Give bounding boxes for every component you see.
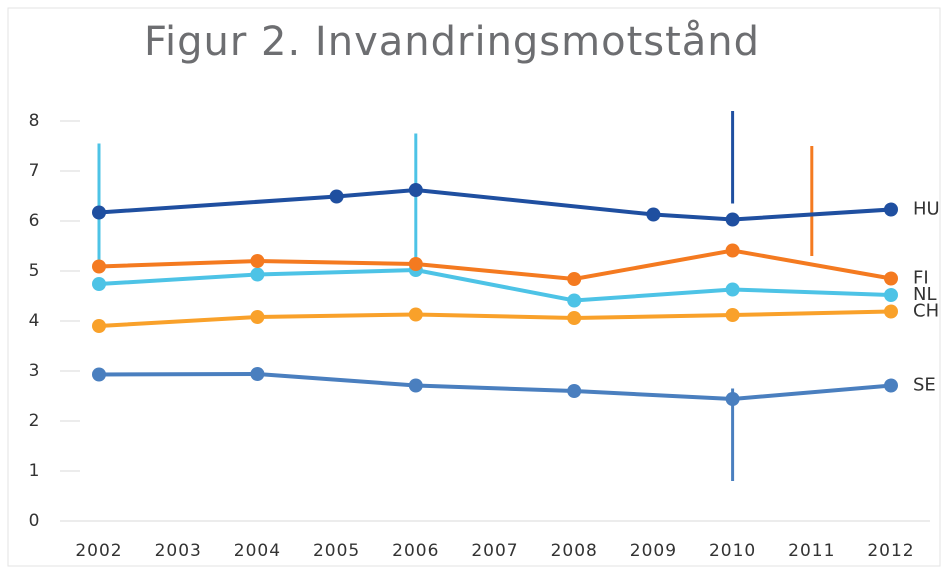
point xyxy=(408,257,423,271)
point xyxy=(408,378,423,393)
x-tick-label: 2002 xyxy=(75,541,122,561)
point xyxy=(250,310,265,324)
x-tick-label: 2008 xyxy=(551,541,598,561)
y-tick-label: 4 xyxy=(29,311,40,331)
series-label: HU xyxy=(913,199,940,220)
y-tick-label: 7 xyxy=(29,161,40,181)
series-line xyxy=(98,371,892,402)
point xyxy=(884,304,898,319)
point xyxy=(567,384,582,398)
series-line xyxy=(98,309,892,328)
x-tick-label: 2006 xyxy=(392,541,439,561)
y-tick-label: 5 xyxy=(29,261,40,281)
y-tick-label: 8 xyxy=(29,111,40,131)
x-tick-label: 2009 xyxy=(630,541,677,561)
point xyxy=(884,271,898,286)
point xyxy=(408,183,423,197)
series-line xyxy=(98,187,892,222)
point xyxy=(725,282,740,297)
y-tick-label: 2 xyxy=(29,411,40,431)
x-tick-label: 2004 xyxy=(234,541,281,561)
point xyxy=(725,212,740,227)
point xyxy=(250,254,265,268)
point xyxy=(92,277,106,291)
x-tick-label: 2010 xyxy=(709,541,756,561)
y-tick-label: 6 xyxy=(29,211,40,231)
series-label: CH xyxy=(913,301,939,322)
x-tick-label: 2005 xyxy=(313,541,360,561)
point xyxy=(567,272,582,286)
point xyxy=(725,243,740,258)
x-tick-label: 2012 xyxy=(867,541,914,561)
point xyxy=(884,202,898,217)
point xyxy=(567,293,582,308)
series-line xyxy=(98,248,892,282)
series-label: NL xyxy=(913,284,937,305)
point xyxy=(725,392,740,406)
x-tick-label: 2003 xyxy=(155,541,202,561)
point xyxy=(646,207,661,222)
y-tick-label: 3 xyxy=(29,361,40,381)
point xyxy=(725,308,740,322)
point xyxy=(329,189,344,204)
point xyxy=(250,267,265,282)
point xyxy=(884,288,898,302)
y-tick-label: 1 xyxy=(29,461,40,481)
point xyxy=(92,367,106,382)
point xyxy=(884,378,898,393)
x-tick-label: 2011 xyxy=(788,541,835,561)
series-label: SE xyxy=(913,375,936,396)
point xyxy=(567,311,582,325)
series-line xyxy=(98,267,892,303)
y-tick-label: 0 xyxy=(29,511,40,531)
point xyxy=(92,205,106,220)
point xyxy=(92,319,106,333)
point xyxy=(92,259,106,274)
point xyxy=(408,307,423,322)
chart-title: Figur 2. Invandringsmotstånd xyxy=(144,19,760,65)
series-label: FI xyxy=(913,268,929,289)
point xyxy=(250,367,265,381)
x-tick-label: 2007 xyxy=(471,541,518,561)
panel xyxy=(7,7,941,567)
